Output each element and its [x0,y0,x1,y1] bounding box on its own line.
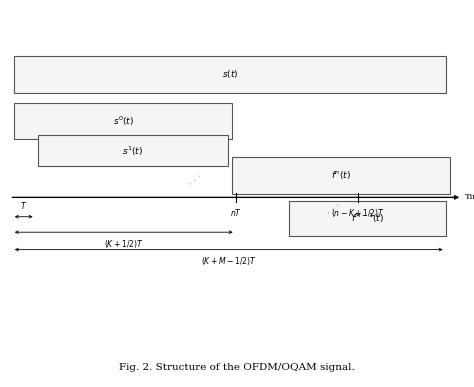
Bar [289,201,446,236]
Text: $T$: $T$ [20,200,27,211]
Text: $f^n(t)$: $f^n(t)$ [331,169,351,181]
Bar [14,103,232,139]
Bar [38,135,228,166]
Text: $(n-K+1/2)T$: $(n-K+1/2)T$ [331,207,385,219]
Text: $s(t)$: $s(t)$ [222,68,238,80]
Text: $nT$: $nT$ [229,207,242,218]
Text: $f^{M-1}(t)$: $f^{M-1}(t)$ [351,212,384,225]
Text: $s^0(t)$: $s^0(t)$ [113,114,134,128]
Bar [232,157,450,194]
Text: Time: Time [465,194,474,201]
Bar [14,56,446,93]
Text: Fig. 2. Structure of the OFDM/OQAM signal.: Fig. 2. Structure of the OFDM/OQAM signa… [119,363,355,372]
Text: . . .: . . . [185,169,203,187]
Text: . . .: . . . [323,198,341,216]
Text: $(K+1/2)T$: $(K+1/2)T$ [104,238,144,250]
Text: $(K+M-1/2)T$: $(K+M-1/2)T$ [201,255,256,267]
Text: $s^1(t)$: $s^1(t)$ [122,144,143,158]
